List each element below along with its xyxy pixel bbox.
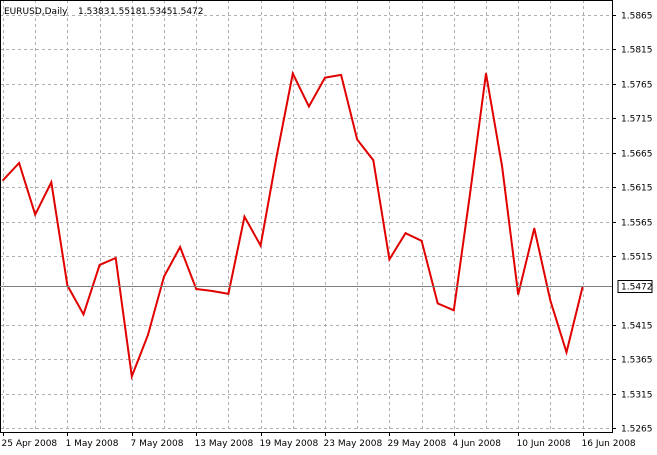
price-point [517,293,519,296]
price-point [469,193,471,196]
price-point [227,293,230,295]
y-tick-label: 1.5415 [621,322,653,332]
price-point [308,105,310,108]
price-point [372,159,375,161]
x-axis: 25 Apr 2008 1 May 2008 7 May 2008 13 May 20… [2,432,636,449]
x-tick-label: 23 May 2008 [324,439,383,449]
high-value: 1.5518 [110,7,142,17]
x-tick-label: 1 May 2008 [66,439,119,449]
symbol-label: EURUSD,Daily [4,7,68,17]
current-price-label: 1.5472 [621,283,653,293]
x-tick-label: 16 Jun 2008 [582,439,636,449]
y-tick-label: 1.5565 [621,219,653,229]
x-tick-label: 7 May 2008 [131,439,184,449]
low-value: 1.5345 [141,7,173,17]
price-point [98,264,101,266]
price-point [131,375,133,378]
open-value: 1.5383 [78,7,110,17]
x-tick-label: 19 May 2008 [260,439,319,449]
plot-frame [0,0,613,433]
price-point [195,288,197,290]
x-tick-label: 13 May 2008 [195,439,254,449]
price-point [453,309,455,312]
close-value: 1.5472 [172,7,204,17]
price-point [436,302,439,305]
price-point [243,215,246,218]
y-tick-label: 1.5865 [621,12,653,22]
x-tick-label: 10 Jun 2008 [517,439,571,449]
x-tick-label: 4 Jun 2008 [453,439,502,449]
price-point [275,155,278,157]
price-point [292,72,294,75]
price-point [565,351,568,354]
price-point [179,246,181,248]
y-tick-label: 1.5315 [621,391,653,401]
price-point [549,299,552,302]
chart-header: EURUSD,Daily 1.5383 1.5518 1.5345 1.5472 [4,7,204,17]
price-point [388,258,391,261]
price-point [50,181,53,184]
price-point [340,74,342,76]
x-tick-label: 25 Apr 2008 [2,439,58,449]
y-tick-label: 1.5665 [621,150,653,160]
y-tick-label: 1.5515 [621,253,653,263]
y-tick-label: 1.5365 [621,356,653,366]
y-tick-label: 1.5615 [621,184,653,194]
y-axis: 1.5865 1.5815 1.5765 1.5715 1.5665 1.5615 1.55… [612,12,653,435]
price-point [259,244,262,247]
price-point [66,284,69,287]
price-point [404,232,407,234]
y-tick-label: 1.5265 [621,425,653,435]
price-point [163,275,165,278]
price-point [420,240,423,242]
bid-layer: 1.5472 [0,280,653,293]
price-point [501,165,503,168]
y-tick-label: 1.5765 [621,81,653,91]
price-point [533,227,536,230]
y-tick-label: 1.5815 [621,46,653,56]
price-point [485,72,487,75]
price-point [2,179,4,181]
x-tick-label: 29 May 2008 [388,439,447,449]
price-point [34,213,36,216]
price-point [147,334,149,336]
price-point [18,162,20,164]
price-point [324,76,326,79]
series-layer [2,70,584,381]
price-point [114,257,117,259]
price-point [356,138,359,141]
y-tick-label: 1.5715 [621,115,653,125]
price-point [211,290,214,292]
price-point [82,313,85,316]
current-price-box [617,280,653,293]
